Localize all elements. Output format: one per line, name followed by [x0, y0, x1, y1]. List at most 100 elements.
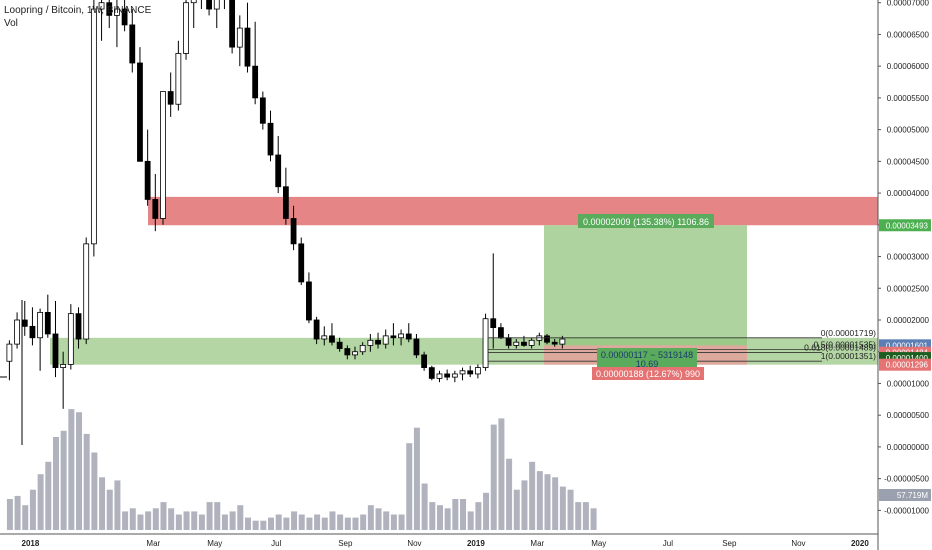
info-label-bg — [597, 348, 697, 368]
candle-body — [167, 91, 174, 105]
candle — [482, 313, 489, 371]
price-badge-bg — [879, 358, 931, 371]
candle-body — [306, 281, 312, 321]
fib-level-label: 0.5(0.00001535) — [814, 340, 877, 350]
candle-body — [52, 333, 59, 368]
candle-body — [90, 8, 97, 245]
candle-body — [521, 341, 527, 346]
volume-bar — [152, 508, 159, 530]
volume-bar — [175, 514, 182, 530]
volume-bar — [582, 502, 589, 530]
volume-bar — [490, 424, 497, 530]
candle — [290, 205, 297, 251]
volume-bar — [398, 514, 405, 530]
candle — [344, 345, 351, 360]
volume-bar — [383, 511, 390, 530]
candle-body — [367, 339, 374, 346]
volume-bar — [260, 520, 267, 530]
candle-body — [252, 65, 259, 99]
candle-body — [290, 218, 297, 245]
candle-body — [344, 348, 351, 356]
candle — [436, 370, 443, 383]
candle-body — [21, 319, 28, 327]
candle-body — [451, 373, 458, 378]
candle-body — [83, 243, 90, 340]
volume-bar — [375, 508, 382, 530]
candle — [121, 0, 128, 32]
candle — [390, 323, 397, 346]
price-badge: 0.00001296 — [879, 358, 931, 371]
candle-body — [498, 327, 504, 339]
candle-body — [60, 364, 67, 368]
volume-bar — [68, 409, 75, 530]
support-zone — [50, 337, 878, 365]
time-tick-label: 2020 — [851, 539, 869, 548]
fib-level-label: 0.618(0.00001489) — [804, 342, 876, 352]
volume-bar — [129, 508, 136, 530]
candle-body — [190, 0, 197, 4]
price-badge-label: 0.00003493 — [886, 221, 929, 230]
price-tick-label: 0.00000000 — [887, 443, 930, 452]
candle-body — [244, 27, 251, 67]
candle-body — [298, 243, 305, 283]
candle-body — [329, 335, 335, 343]
candle — [236, 15, 243, 67]
candle-body — [505, 337, 512, 346]
volume-bar — [183, 511, 190, 530]
volume-bar — [114, 480, 121, 530]
volume-indicator-label: Vol — [4, 18, 18, 29]
candle-body — [359, 344, 366, 353]
time-tick-label: Sep — [338, 539, 353, 548]
candle — [106, 0, 113, 29]
profit-label-bg — [578, 214, 714, 228]
candle — [421, 351, 428, 371]
price-tick-label: 0.00006000 — [887, 62, 930, 71]
volume-bar — [552, 477, 559, 530]
volume-bar — [237, 505, 244, 530]
volume-bar — [506, 458, 513, 530]
candle — [200, 0, 202, 10]
candle-body — [482, 318, 489, 368]
candle — [444, 369, 451, 381]
candle-body — [144, 160, 151, 200]
zones-layer — [50, 196, 878, 365]
volume-bar — [421, 483, 428, 530]
volume-bar — [91, 452, 98, 530]
price-badge: 0.00003493 — [879, 219, 931, 232]
candle — [321, 326, 328, 346]
volume-bar — [145, 511, 152, 530]
volume-bar — [83, 433, 90, 530]
candle-body — [398, 333, 404, 339]
candle-body — [474, 367, 481, 375]
volume-bar — [321, 517, 328, 530]
candle-body — [183, 2, 189, 54]
price-badge-label: 0.00001400 — [886, 354, 929, 363]
candle-body — [436, 373, 443, 379]
candle-body — [352, 351, 358, 356]
volume-bar — [475, 502, 482, 530]
volume-bar — [521, 480, 528, 530]
candle-body — [551, 341, 558, 345]
volume-bar — [483, 492, 490, 530]
volume-bar — [352, 517, 359, 530]
volume-bar — [76, 412, 83, 530]
candle — [474, 364, 481, 379]
candle-body — [129, 24, 136, 64]
volume-bar — [575, 502, 582, 530]
time-tick-label: Nov — [407, 539, 421, 548]
info-label-text-2: 10.69 — [636, 359, 659, 369]
candle — [244, 2, 251, 73]
candle — [359, 342, 366, 355]
candle — [490, 253, 497, 349]
candle-body — [114, 8, 120, 16]
volume-bar — [252, 520, 259, 530]
volume-bar — [29, 489, 36, 530]
candle — [137, 47, 143, 162]
candle-body — [336, 341, 343, 349]
candle-body — [405, 333, 412, 340]
volume-bar — [229, 511, 236, 530]
candle-body — [152, 199, 159, 219]
volume-bar — [99, 477, 106, 530]
